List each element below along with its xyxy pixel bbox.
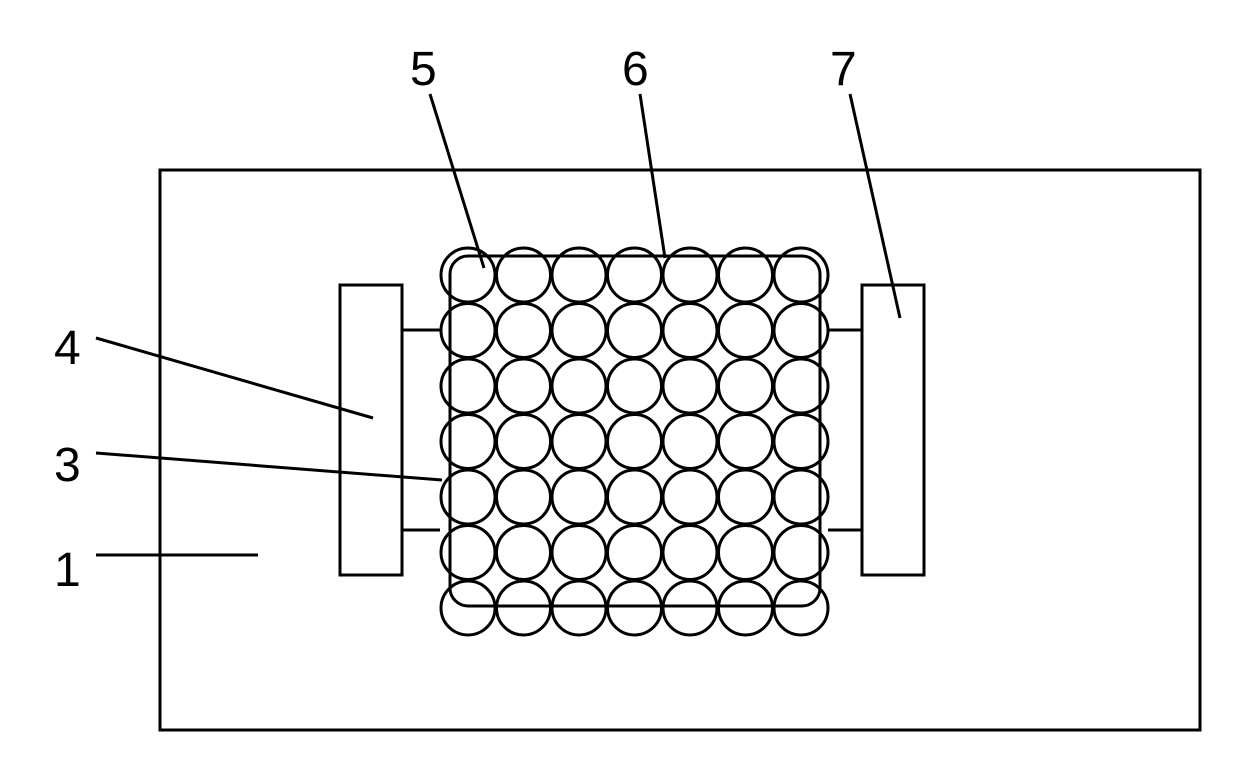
grid-circle xyxy=(497,581,551,635)
grid-circle xyxy=(663,415,717,469)
grid-circle xyxy=(608,304,662,358)
callout-label-6: 6 xyxy=(622,42,649,97)
grid-circle xyxy=(663,526,717,580)
grid-circle xyxy=(552,304,606,358)
callout-label-3: 3 xyxy=(54,438,81,493)
callout-label-5: 5 xyxy=(410,42,437,97)
grid-circle xyxy=(552,581,606,635)
grid-circle xyxy=(608,359,662,413)
right-block xyxy=(862,285,924,575)
callout-label-7: 7 xyxy=(830,42,857,97)
callout-label-1: 1 xyxy=(54,543,81,598)
leader-line xyxy=(430,94,484,268)
grid-circle xyxy=(608,470,662,524)
grid-circle xyxy=(719,415,773,469)
grid-circle xyxy=(552,470,606,524)
grid-circle xyxy=(552,526,606,580)
grid-circle xyxy=(663,470,717,524)
grid-circle xyxy=(663,581,717,635)
leader-line xyxy=(96,453,442,480)
grid-circle xyxy=(497,470,551,524)
grid-circle xyxy=(719,470,773,524)
grid-circle xyxy=(497,415,551,469)
outer-frame xyxy=(160,170,1200,730)
grid-circle xyxy=(719,581,773,635)
grid-circle xyxy=(608,526,662,580)
grid-circle xyxy=(719,526,773,580)
grid-circle xyxy=(719,304,773,358)
grid-circle xyxy=(497,359,551,413)
grid-circle xyxy=(497,304,551,358)
leader-line xyxy=(96,338,373,418)
grid-circle xyxy=(552,415,606,469)
grid-circle xyxy=(552,359,606,413)
diagram-canvas: 1 3 4 5 6 7 xyxy=(0,0,1240,778)
left-block xyxy=(340,285,402,575)
grid-circle xyxy=(663,359,717,413)
callout-label-4: 4 xyxy=(54,321,81,376)
diagram-svg xyxy=(0,0,1240,778)
grid-circle xyxy=(608,415,662,469)
grid-circle xyxy=(497,526,551,580)
leader-line xyxy=(640,94,665,258)
grid-circle xyxy=(663,304,717,358)
grid-circle xyxy=(608,581,662,635)
grid-circle xyxy=(719,359,773,413)
